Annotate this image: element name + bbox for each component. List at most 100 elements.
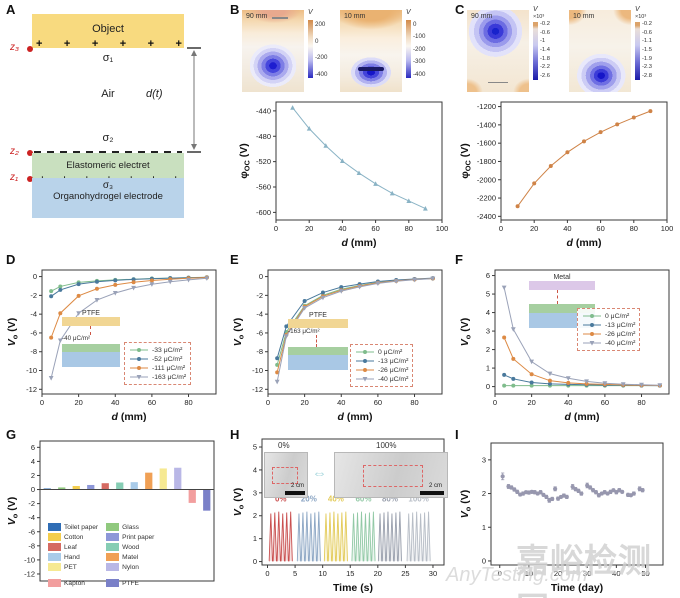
object-box: Object: [32, 14, 184, 48]
svg-text:20: 20: [305, 224, 313, 233]
svg-text:15: 15: [346, 569, 354, 578]
svg-text:0: 0: [40, 398, 44, 407]
svg-text:-1400: -1400: [477, 120, 496, 129]
svg-text:2: 2: [482, 489, 486, 498]
panel-d-label: D: [6, 252, 16, 267]
svg-text:80: 80: [410, 398, 418, 407]
panel-e-label: E: [230, 252, 239, 267]
svg-text:Time (day): Time (day): [551, 582, 603, 593]
inset-material-label: Metal: [553, 274, 571, 281]
legend-item: -40 μC/m²: [582, 339, 635, 347]
svg-text:Vo (V): Vo (V): [6, 497, 20, 525]
svg-text:-2: -2: [30, 291, 37, 300]
scale-text: 2 cm: [428, 483, 442, 489]
photo-stretched: 2 cm: [334, 452, 448, 498]
colorbar: [635, 22, 640, 80]
svg-text:-1200: -1200: [477, 102, 496, 111]
colorbar-ticks: -0.2 -0.6 -1.1 -1.5 -1.9 -2.3 -2.8: [642, 21, 652, 80]
svg-text:2: 2: [31, 471, 35, 480]
svg-text:60: 60: [374, 398, 382, 407]
ptfe-inset: PTFE -40 μC/m²: [62, 310, 120, 367]
potential-map-90mm-metal: 90 mm: [467, 10, 529, 92]
colorbar-title: V: [533, 6, 538, 13]
svg-text:0%: 0%: [275, 495, 287, 504]
svg-text:1: 1: [482, 523, 486, 532]
svg-text:-2: -2: [256, 291, 263, 300]
vo-stability-scatter-chart: 0 10 20 30 40 50 0 1 2 3 Time (day) Vo (V): [459, 433, 675, 598]
panel-b: B 90 mm V 200 0 -200 -400 10 mm V 0 -100 -200…: [228, 0, 455, 252]
colorbar: [406, 20, 411, 78]
svg-text:40: 40: [612, 569, 620, 578]
air-label: Air: [101, 88, 115, 100]
svg-text:40: 40: [111, 398, 119, 407]
svg-text:0: 0: [493, 398, 497, 407]
svg-text:-480: -480: [256, 132, 271, 141]
legend-item: Print paper: [106, 533, 154, 541]
electrode-layer: [62, 352, 120, 367]
svg-text:-1800: -1800: [477, 157, 496, 166]
svg-text:0: 0: [265, 569, 269, 578]
svg-text:Vo (V): Vo (V): [459, 490, 473, 518]
legend-item: -13 μC/m²: [582, 321, 635, 329]
svg-text:-12: -12: [24, 569, 35, 578]
panel-h: H 0 5 10 15 20 25 30 0 1 2 3 4 5 Time (s) Vo (V) 0% 20% 4…: [228, 427, 455, 598]
electret-layer: [529, 304, 595, 313]
svg-text:-8: -8: [28, 541, 35, 550]
legend-item: 0 μC/m²: [582, 312, 635, 320]
svg-text:10: 10: [318, 569, 326, 578]
svg-text:40: 40: [337, 398, 345, 407]
z2-label: z₂: [10, 146, 19, 157]
svg-text:Vo (V): Vo (V): [232, 488, 246, 516]
svg-text:1: 1: [486, 364, 490, 373]
electrode-label: Organohydrogel electrode: [53, 191, 163, 202]
svg-text:-4: -4: [256, 310, 263, 319]
panel-c: C 90 mm V ×10³ -0.2 -0.6 -1 -1.4 -1.8 -2.2 -2.…: [455, 0, 680, 252]
svg-text:-4: -4: [30, 310, 37, 319]
phi-oc-vs-d-chart-metal: 0 20 40 60 80 100 -1200 -1400 -1600 -1800 -2000 -22…: [459, 96, 677, 253]
legend-item: Cotton: [48, 533, 98, 541]
svg-text:0: 0: [486, 382, 490, 391]
ptfe-inset: PTFE -163 μC/m²: [288, 312, 348, 370]
panel-b-label: B: [230, 2, 240, 17]
panel-d: D 0 20 40 60 80 0 -2 -4 -6 -8 -10 -12 d (mm) Vo (V) P…: [0, 252, 228, 427]
svg-text:10: 10: [525, 569, 533, 578]
svg-text:1: 1: [253, 534, 257, 543]
svg-text:d (mm): d (mm): [564, 411, 599, 422]
vo-vs-time-strain-chart: 0 5 10 15 20 25 30 0 1 2 3 4 5 Time (s) Vo (V) 0% 20% 40%…: [232, 433, 452, 598]
svg-text:d (mm): d (mm): [341, 237, 376, 248]
z1-dot: [27, 176, 33, 182]
potential-map-90mm-ptfe: 90 mm: [242, 10, 304, 92]
electret-layer: [62, 344, 120, 352]
inset-connector: [557, 290, 595, 304]
svg-text:20: 20: [74, 398, 82, 407]
svg-text:60: 60: [371, 224, 379, 233]
strain-left-label: 0%: [278, 441, 290, 450]
svg-text:20%: 20%: [301, 495, 317, 504]
svg-text:40: 40: [338, 224, 346, 233]
svg-text:-560: -560: [256, 183, 271, 192]
phi-oc-vs-d-chart-ptfe: 0 20 40 60 80 100 -440 -480 -520 -560 -600 d (mm) φO…: [238, 96, 452, 253]
svg-text:φOC (V): φOC (V): [238, 143, 252, 178]
svg-text:-2: -2: [28, 499, 35, 508]
svg-text:0: 0: [498, 569, 502, 578]
svg-text:-12: -12: [26, 385, 37, 394]
svg-text:100: 100: [661, 224, 674, 233]
svg-text:Vo (V): Vo (V): [232, 318, 246, 346]
svg-text:2: 2: [253, 511, 257, 520]
legend-item: Leaf: [48, 543, 98, 551]
svg-text:60%: 60%: [355, 495, 371, 504]
svg-text:40: 40: [564, 398, 572, 407]
svg-text:5: 5: [253, 443, 257, 452]
inset-charge-label: -163 μC/m²: [288, 328, 320, 335]
svg-text:-2200: -2200: [477, 194, 496, 203]
strain-photos-inset: 0% 100% 2 cm ⇔ 2 cm: [264, 441, 449, 501]
legend-d: -33 μC/m² -52 μC/m² -111 μC/m² -163 μC/m²: [124, 342, 192, 385]
svg-text:100: 100: [436, 224, 449, 233]
legend-e: 0 μC/m² -13 μC/m² -26 μC/m² -40 μC/m²: [350, 344, 414, 387]
svg-text:d (mm): d (mm): [566, 237, 601, 248]
electret-layer: [288, 347, 348, 355]
legend-item: 0 μC/m²: [355, 348, 408, 356]
svg-text:d (mm): d (mm): [337, 411, 372, 422]
svg-text:40%: 40%: [328, 495, 344, 504]
legend-item: Kapton: [48, 579, 98, 587]
